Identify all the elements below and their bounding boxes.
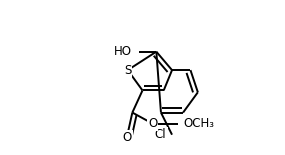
Text: S: S — [124, 64, 131, 77]
Text: OCH₃: OCH₃ — [183, 117, 214, 130]
Text: HO: HO — [113, 45, 131, 58]
Text: Cl: Cl — [155, 128, 166, 141]
Text: O: O — [148, 117, 157, 130]
Text: O: O — [122, 131, 131, 144]
